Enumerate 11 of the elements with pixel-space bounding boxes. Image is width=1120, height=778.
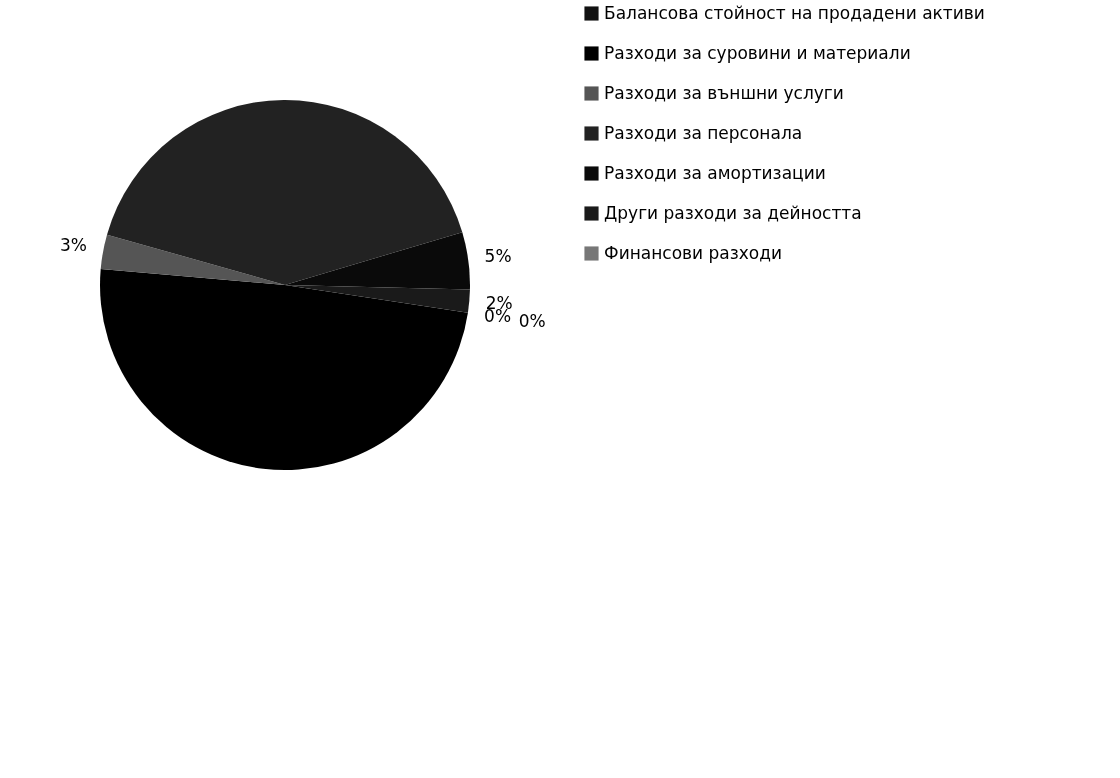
text: 0% — [518, 311, 546, 332]
legend-label: Разходи за амортизации — [604, 162, 826, 183]
data-label: 3% — [60, 235, 88, 256]
legend-label: Разходи за външни услуги — [604, 82, 844, 103]
legend-label: Балансова стойност на продадени активи — [604, 2, 985, 23]
pie-slice — [100, 234, 285, 285]
legend-label: Финансови разходи — [604, 242, 783, 263]
legend-label: Други разходи за дейността — [604, 202, 862, 223]
legend-label: Разходи за персонала — [604, 122, 803, 143]
legend-label: Разходи за суровини и материали — [604, 42, 911, 63]
data-label: 5% — [484, 245, 512, 266]
